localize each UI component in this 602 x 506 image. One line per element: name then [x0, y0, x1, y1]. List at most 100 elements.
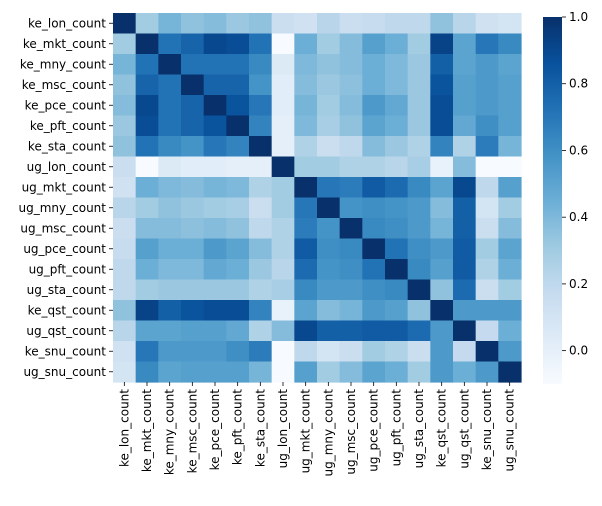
- heatmap-cell: [317, 300, 341, 322]
- heatmap-cell: [226, 279, 250, 301]
- heatmap-cell: [226, 259, 250, 281]
- heatmap-cell: [385, 279, 409, 301]
- heatmap-cell: [113, 95, 137, 117]
- heatmap-cell: [294, 156, 318, 178]
- heatmap-cell: [135, 136, 159, 158]
- heatmap-cell: [317, 259, 341, 281]
- heatmap-cell: [226, 300, 250, 322]
- heatmap-cell: [158, 361, 182, 383]
- heatmap-cell: [475, 238, 499, 260]
- heatmap-cell: [385, 300, 409, 322]
- y-tick-label: ug_pft_count: [29, 262, 107, 276]
- heatmap-cell: [475, 136, 499, 158]
- heatmap-cell: [158, 279, 182, 301]
- y-tick-label: ug_pce_count: [23, 242, 106, 256]
- heatmap-cell: [294, 177, 318, 199]
- heatmap-cell: [453, 115, 477, 137]
- heatmap-cell: [203, 136, 227, 158]
- heatmap-cell: [158, 54, 182, 76]
- heatmap-cell: [453, 54, 477, 76]
- heatmap-cell: [385, 156, 409, 178]
- heatmap-cell: [135, 177, 159, 199]
- heatmap-cell: [362, 341, 386, 363]
- heatmap-cell: [113, 33, 137, 55]
- heatmap-cell: [203, 74, 227, 96]
- heatmap-cell: [385, 218, 409, 240]
- heatmap-cell: [249, 259, 273, 281]
- heatmap-cell: [475, 74, 499, 96]
- heatmap-cell: [339, 279, 363, 301]
- x-tick-label: ug_lon_count: [276, 389, 290, 469]
- colorbar-tick-label: 0.4: [569, 210, 588, 224]
- heatmap-cell: [158, 341, 182, 363]
- heatmap-cell: [385, 197, 409, 219]
- heatmap-cell: [339, 238, 363, 260]
- heatmap-cell: [135, 300, 159, 322]
- heatmap-cell: [226, 197, 250, 219]
- heatmap-cell: [407, 177, 431, 199]
- heatmap-cell: [362, 238, 386, 260]
- heatmap-cell: [453, 361, 477, 383]
- x-tick-label: ug_mny_count: [321, 389, 335, 477]
- x-tick-label: ke_lon_count: [117, 389, 131, 467]
- heatmap-cell: [475, 95, 499, 117]
- heatmap-cell: [181, 54, 205, 76]
- y-tick-label: ug_mny_count: [19, 201, 107, 215]
- heatmap-cell: [362, 361, 386, 383]
- heatmap-cell: [453, 74, 477, 96]
- heatmap-cell: [135, 33, 159, 55]
- heatmap-cell: [203, 33, 227, 55]
- heatmap-cell: [498, 13, 522, 35]
- heatmap-cell: [498, 341, 522, 363]
- heatmap-cell: [407, 320, 431, 342]
- heatmap-cell: [453, 197, 477, 219]
- heatmap-cell: [135, 238, 159, 260]
- heatmap-cell: [430, 33, 454, 55]
- heatmap-cell: [113, 156, 137, 178]
- heatmap-cell: [407, 279, 431, 301]
- heatmap-cell: [181, 136, 205, 158]
- y-tick-label: ke_mkt_count: [23, 37, 106, 51]
- heatmap-cell: [453, 13, 477, 35]
- y-tick-label: ug_sta_count: [27, 283, 107, 297]
- heatmap-cell: [249, 54, 273, 76]
- heatmap-cell: [317, 54, 341, 76]
- heatmap-cell: [249, 136, 273, 158]
- heatmap-cell: [362, 33, 386, 55]
- heatmap-cell: [271, 341, 295, 363]
- heatmap-cell: [475, 156, 499, 178]
- heatmap-cell: [317, 177, 341, 199]
- heatmap-cell: [339, 300, 363, 322]
- heatmap-cell: [385, 54, 409, 76]
- heatmap-cell: [158, 136, 182, 158]
- heatmap-cell: [271, 320, 295, 342]
- heatmap-cell: [135, 320, 159, 342]
- y-tick-label: ke_lon_count: [28, 16, 106, 30]
- heatmap-cell: [113, 54, 137, 76]
- heatmap-cell: [498, 95, 522, 117]
- heatmap-cell: [271, 238, 295, 260]
- heatmap-cell: [317, 95, 341, 117]
- heatmap-cell: [249, 177, 273, 199]
- heatmap-cell: [407, 361, 431, 383]
- y-tick-label: ke_snu_count: [25, 344, 107, 358]
- heatmap-cell: [407, 13, 431, 35]
- heatmap-cell: [203, 54, 227, 76]
- heatmap-cell: [226, 33, 250, 55]
- heatmap-cell: [453, 320, 477, 342]
- heatmap-cell: [339, 320, 363, 342]
- heatmap-cell: [475, 197, 499, 219]
- heatmap-cell: [453, 341, 477, 363]
- heatmap-cell: [135, 156, 159, 178]
- heatmap-cell: [317, 238, 341, 260]
- heatmap-cell: [181, 74, 205, 96]
- heatmap-cell: [271, 115, 295, 137]
- y-tick-label: ug_snu_count: [23, 365, 106, 379]
- heatmap-cell: [181, 279, 205, 301]
- y-tick-label: ke_pft_count: [30, 119, 106, 133]
- heatmap-cell: [135, 361, 159, 383]
- colorbar: [543, 17, 562, 384]
- heatmap-cell: [407, 218, 431, 240]
- y-tick-label: ke_sta_count: [28, 139, 106, 153]
